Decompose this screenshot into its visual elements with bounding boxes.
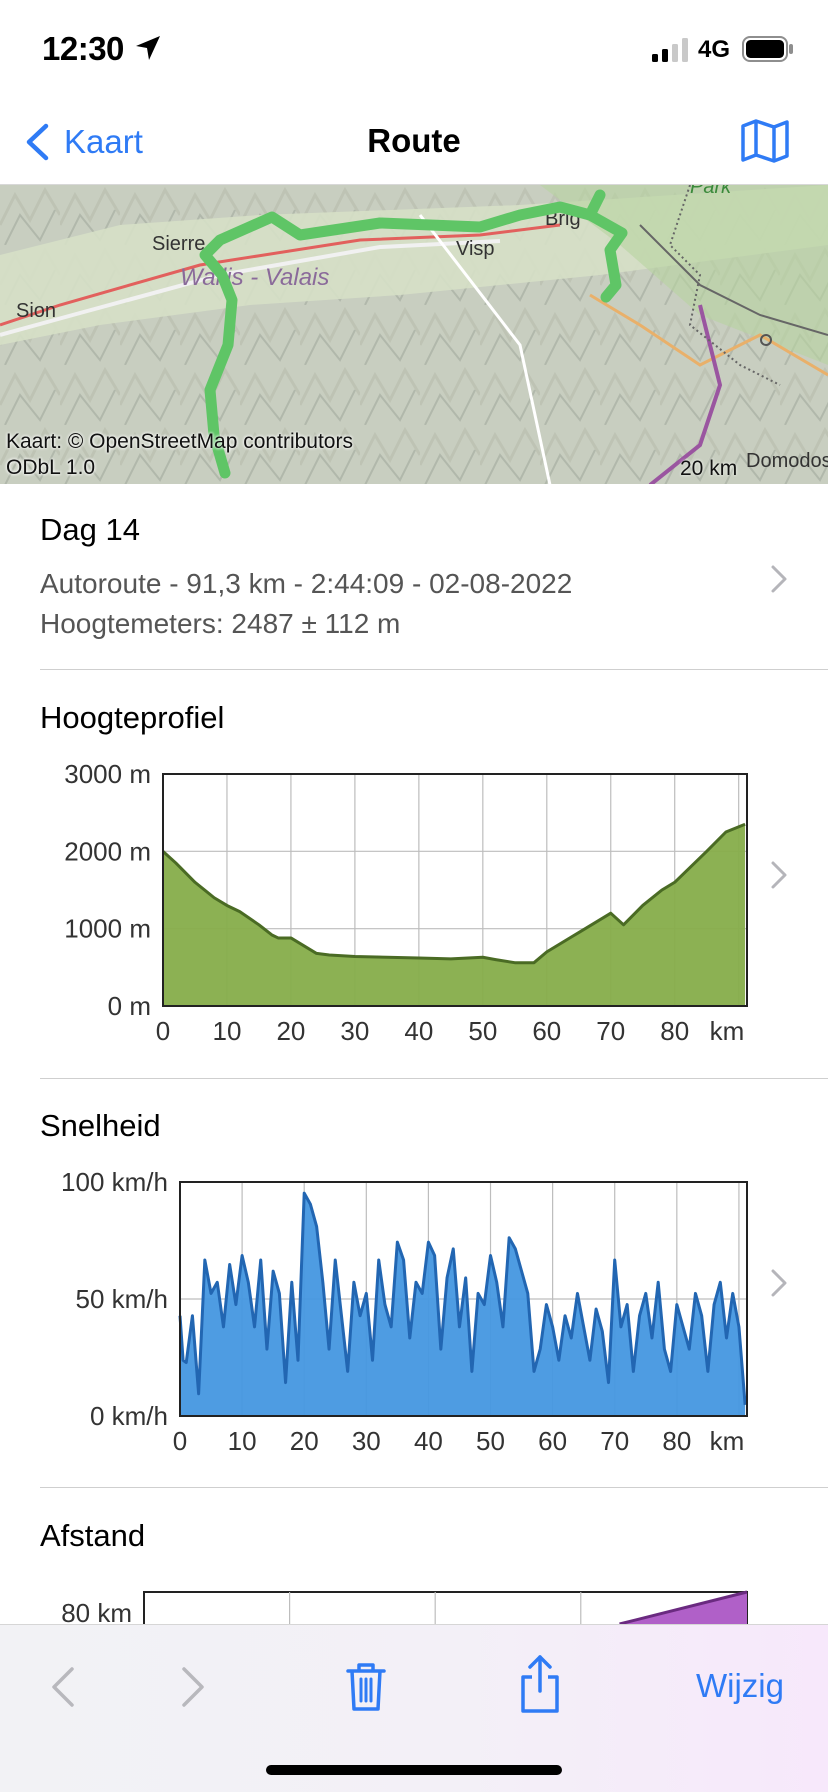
divider	[40, 1078, 828, 1079]
map-label-sierre: Sierre	[152, 233, 205, 255]
x-tick-label: 80	[662, 1426, 691, 1456]
divider	[40, 1487, 828, 1488]
trash-icon[interactable]	[344, 1659, 388, 1715]
x-tick-label: 30	[352, 1426, 381, 1456]
chevron-left-icon	[26, 123, 49, 161]
map-canvas: Sierre Sion Wallis - Valais Visp Brig Pa…	[0, 185, 828, 484]
x-tick-label: 50	[468, 1016, 497, 1046]
map-label-sion: Sion	[16, 300, 56, 322]
chevron-right-icon[interactable]	[770, 860, 788, 890]
elevation-chart[interactable]: 3000 m 2000 m 1000 m 0 m0 10 20 30 40 50 60 70 80 km	[0, 750, 828, 1050]
x-tick-label: 80	[660, 1016, 689, 1046]
y-tick-label: 2000 m	[64, 836, 151, 866]
distance-chart[interactable]: 80 km	[0, 1580, 828, 1624]
status-bar: 12:30 4G	[0, 0, 828, 100]
series-line	[178, 1191, 747, 1405]
edit-button[interactable]: Wijzig	[696, 1667, 784, 1704]
battery-icon	[742, 36, 793, 62]
x-tick-label: 40	[404, 1016, 433, 1046]
map-label-park: Park	[690, 185, 732, 198]
chevron-right-icon	[771, 565, 787, 593]
day-title: Dag 14	[40, 512, 140, 547]
x-tick-label: 10	[213, 1016, 242, 1046]
y-tick-label: 0 m	[108, 991, 151, 1021]
speed-chart[interactable]: 100 km/h 50 km/h 0 km/h0 10 20 30 40 50 60 70 80 km	[0, 1160, 828, 1460]
divider	[40, 669, 828, 670]
home-indicator	[266, 1765, 562, 1775]
x-tick-label: 70	[600, 1426, 629, 1456]
x-tick-label: 60	[532, 1016, 561, 1046]
x-tick-label: 60	[538, 1426, 567, 1456]
map-icon[interactable]	[740, 118, 790, 164]
x-tick-label: 20	[276, 1016, 305, 1046]
x-tick-label: 50	[476, 1426, 505, 1456]
map-label-domodossola: Domodossola	[746, 450, 828, 472]
share-icon[interactable]	[518, 1653, 562, 1715]
x-tick-label: 0	[173, 1426, 187, 1456]
map-scale-label: 20 km	[680, 457, 738, 480]
network-type: 4G	[698, 36, 731, 63]
map-attribution-line1: Kaart: © OpenStreetMap contributors	[6, 430, 353, 453]
x-tick-label: 0	[156, 1016, 170, 1046]
x-tick-label: km	[710, 1426, 745, 1456]
route-map[interactable]: Sierre Sion Wallis - Valais Visp Brig Pa…	[0, 184, 828, 484]
x-tick-label: 10	[228, 1426, 257, 1456]
plot-frame	[179, 1181, 748, 1417]
previous-day-button[interactable]	[48, 1659, 78, 1715]
route-line	[199, 189, 628, 479]
y-tick-label: 80 km	[61, 1598, 132, 1624]
map-attribution-line2: ODbL 1.0	[6, 456, 96, 479]
elevation-gain: Hoogtemeters: 2487 ± 112 m	[40, 608, 401, 639]
next-day-button[interactable]	[178, 1659, 208, 1715]
signal-strength-icon	[652, 38, 688, 62]
bottom-toolbar: Wijzig	[0, 1624, 828, 1792]
map-label-region: Wallis - Valais	[180, 264, 329, 291]
speed-section-title: Snelheid	[40, 1108, 161, 1143]
series-line	[619, 1590, 748, 1624]
plot-frame	[162, 773, 748, 1007]
y-tick-label: 3000 m	[64, 759, 151, 789]
back-button-label: Kaart	[64, 123, 143, 160]
page-title: Route	[367, 122, 461, 159]
status-time: 12:30	[42, 30, 124, 67]
series-area	[163, 824, 746, 1006]
day-summary-row[interactable]: Dag 14 Autoroute - 91,3 km - 2:44:09 - 0…	[0, 484, 828, 670]
y-tick-label: 1000 m	[64, 914, 151, 944]
map-label-visp: Visp	[456, 238, 495, 260]
navigation-bar: Kaart Route	[0, 100, 828, 184]
series-line	[161, 822, 746, 965]
back-button[interactable]: Kaart	[24, 120, 143, 164]
x-tick-label: km	[710, 1016, 745, 1046]
x-tick-label: 40	[414, 1426, 443, 1456]
y-tick-label: 100 km/h	[61, 1167, 168, 1197]
y-tick-label: 50 km/h	[76, 1284, 169, 1314]
chevron-right-icon[interactable]	[770, 1268, 788, 1298]
location-arrow-icon	[136, 36, 160, 60]
y-tick-label: 0 km/h	[90, 1401, 168, 1431]
x-tick-label: 30	[340, 1016, 369, 1046]
x-tick-label: 20	[290, 1426, 319, 1456]
elevation-section-title: Hoogteprofiel	[40, 700, 225, 735]
distance-section-title: Afstand	[40, 1518, 146, 1553]
map-attribution: Kaart: © OpenStreetMap contributors ODbL…	[6, 429, 353, 481]
route-summary: Autoroute - 91,3 km - 2:44:09 - 02-08-20…	[40, 568, 573, 599]
x-tick-label: 70	[596, 1016, 625, 1046]
